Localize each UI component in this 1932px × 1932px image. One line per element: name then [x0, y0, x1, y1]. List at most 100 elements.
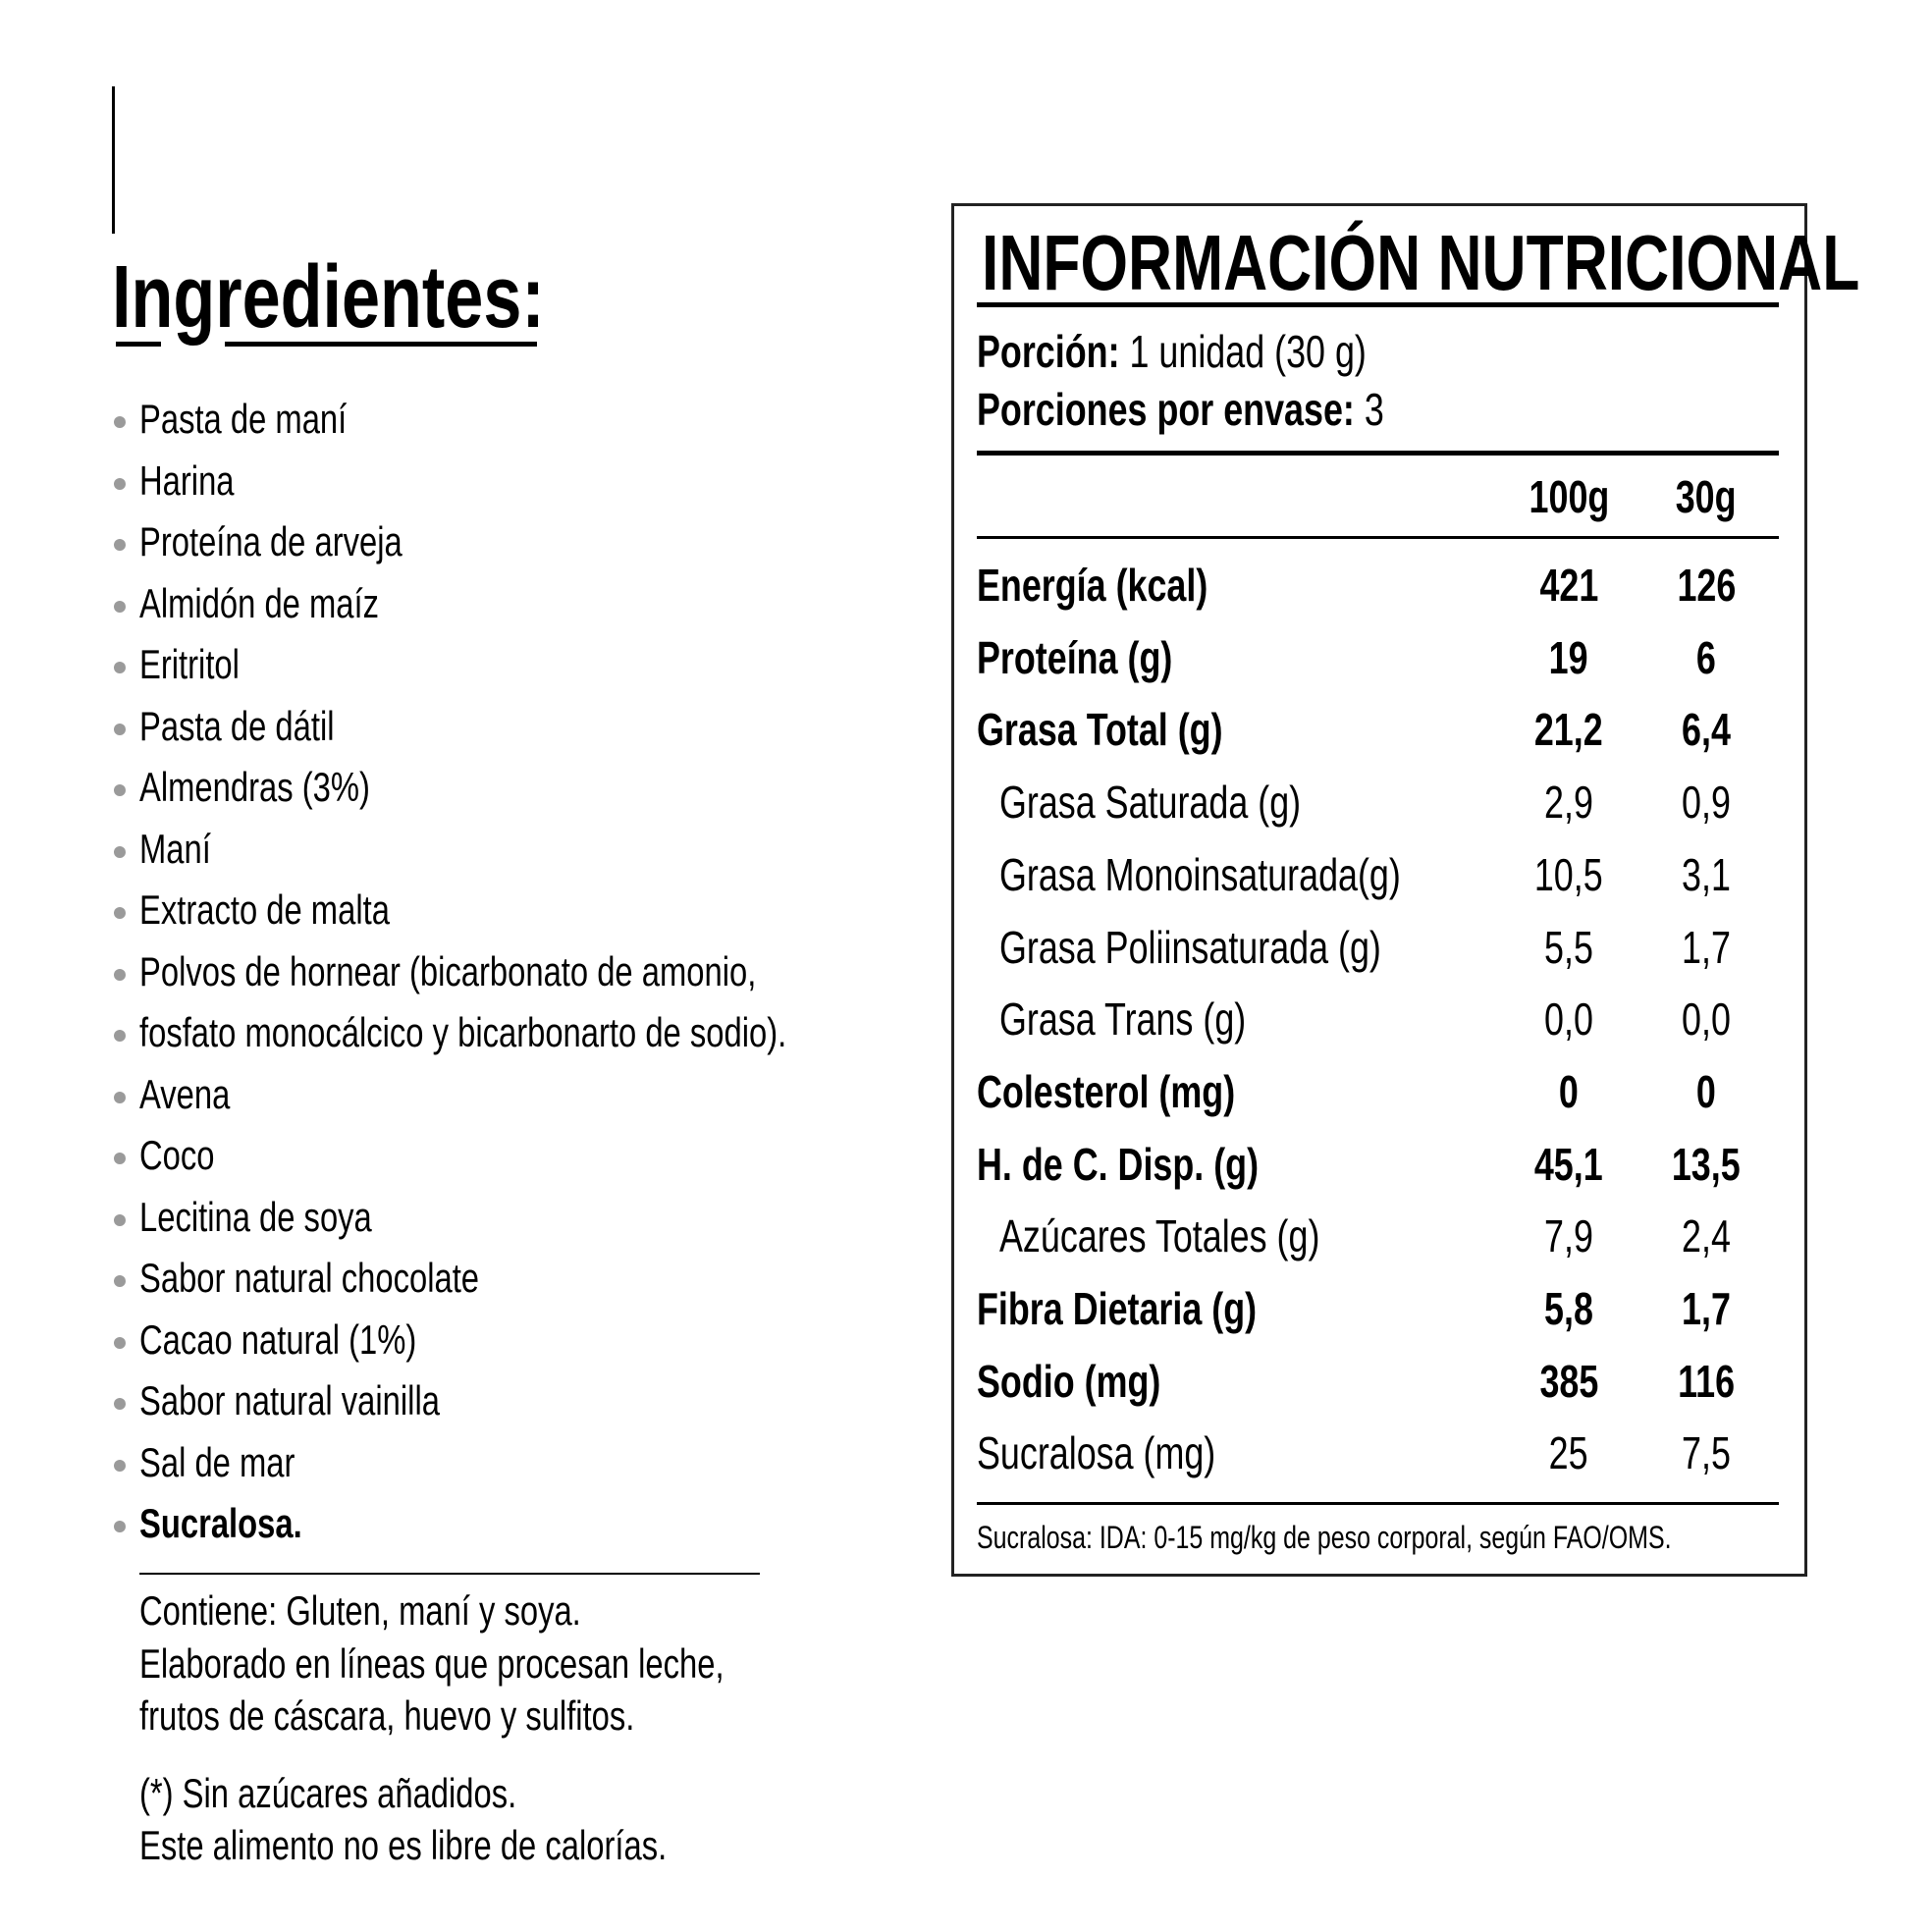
bullet-icon: [114, 1091, 126, 1103]
ingredient-text: Extracto de malta: [139, 886, 390, 933]
divider: [977, 1502, 1779, 1505]
portion-label: Porción:: [977, 326, 1120, 377]
divider: [977, 302, 1779, 307]
divider: [977, 451, 1779, 456]
bullet-icon: [114, 1336, 126, 1349]
portion: Porción: 1 unidad (30 g): [977, 329, 1476, 374]
ingredient-item: Harina: [139, 456, 261, 510]
bullet-icon: [114, 662, 126, 673]
note-text: Este alimento no es libre de calorías.: [139, 1822, 668, 1868]
nutrient-label: H. de C. Disp. (g): [977, 1138, 1260, 1190]
value-100g: 7,9: [1544, 1210, 1593, 1262]
ingredient-item: Maní: [139, 828, 231, 878]
ingredient-text: Almendras (3%): [139, 764, 370, 810]
note-line: frutos de cáscara, huevo y sulfitos.: [139, 1695, 775, 1737]
bullet-icon: [114, 600, 126, 613]
bullet-icon: [114, 539, 126, 551]
nutrition-facts-box: [951, 203, 1807, 1577]
ingredient-item: Pasta de dátil: [139, 705, 390, 755]
nutrition-row: Colesterol (mg) 0 0: [977, 1062, 1779, 1121]
ingredient-item: Extracto de malta: [139, 889, 460, 939]
nutrition-row: Grasa Monoinsaturada(g) 10,5 3,1: [977, 845, 1779, 904]
value-30g: 3,1: [1682, 848, 1731, 900]
title-underline: [116, 342, 161, 347]
value-30g: 0,0: [1682, 993, 1731, 1046]
note-text: (*) Sin azúcares añadidos.: [139, 1770, 517, 1816]
bullet-icon: [114, 1030, 126, 1042]
value-100g: 21,2: [1534, 704, 1603, 756]
nutrient-label: Energía (kcal): [977, 560, 1208, 611]
bullet-icon: [114, 784, 126, 796]
ingredient-text: Coco: [139, 1132, 215, 1178]
value-100g: 0,0: [1544, 993, 1593, 1046]
servings-label: Porciones por envase:: [977, 384, 1355, 435]
vertical-rule: [112, 86, 115, 234]
ingredient-text: Almidón de maíz: [139, 579, 379, 626]
column-100g: 100g: [1529, 471, 1609, 522]
ingredient-text: Sabor natural chocolate: [139, 1255, 480, 1301]
note-text: Elaborado en líneas que procesan leche,: [139, 1640, 724, 1687]
value-30g: 1,7: [1682, 1283, 1731, 1334]
nutrient-label: Azúcares Totales (g): [999, 1210, 1320, 1262]
value-100g: 5,8: [1544, 1283, 1593, 1334]
nutrient-label: Grasa Total (g): [977, 704, 1223, 756]
ingredient-item: Cacao natural (1%): [139, 1318, 495, 1368]
value-100g: 421: [1539, 560, 1598, 611]
nutrition-row: H. de C. Disp. (g) 45,1 13,5: [977, 1135, 1779, 1194]
ingredient-item: Proteína de arveja: [139, 521, 476, 570]
bullet-icon: [114, 1153, 126, 1164]
note-text: Contiene: Gluten, maní y soya.: [139, 1587, 581, 1634]
ingredient-text: Avena: [139, 1070, 231, 1117]
nutrition-row: Proteína (g) 19 6: [977, 628, 1779, 687]
value-30g: 7,5: [1682, 1427, 1731, 1479]
nutrition-row: Grasa Trans (g) 0,0 0,0: [977, 990, 1779, 1048]
ingredient-item: Almidón de maíz: [139, 579, 447, 632]
value-100g: 0: [1559, 1065, 1579, 1117]
ingredient-text: fosfato monocálcico y bicarbonarto de so…: [139, 1009, 787, 1055]
nutrition-row: Energía (kcal) 421 126: [977, 556, 1779, 615]
ingredient-item: Lecitina de soya: [139, 1196, 438, 1246]
ingredient-text: Eritritol: [139, 641, 240, 687]
servings: Porciones por envase: 3: [977, 387, 1499, 432]
value-100g: 385: [1539, 1355, 1598, 1407]
bullet-icon: [114, 968, 126, 981]
bullet-icon: [114, 1459, 126, 1472]
nutrition-title-text: INFORMACIÓN NUTRICIONAL: [982, 219, 1860, 306]
ingredient-item: Almendras (3%): [139, 767, 435, 816]
nutrition-title: INFORMACIÓN NUTRICIONAL: [982, 224, 1932, 302]
bullet-icon: [114, 1213, 126, 1226]
ingredient-item: Sabor natural vainilla: [139, 1380, 524, 1429]
ingredient-text: Sal de mar: [139, 1438, 295, 1485]
ingredient-item: Sucralosa.: [139, 1503, 348, 1552]
ingredient-item: Pasta de maní: [139, 399, 405, 448]
value-30g: 6: [1696, 631, 1716, 683]
value-100g: 2,9: [1544, 777, 1593, 829]
portion-value: 1 unidad (30 g): [1129, 326, 1367, 377]
value-30g: 0,9: [1682, 777, 1731, 829]
value-30g: 116: [1678, 1355, 1735, 1407]
value-30g: 13,5: [1672, 1138, 1741, 1190]
column-30g: 30g: [1676, 471, 1737, 522]
nutrition-row: Azúcares Totales (g) 7,9 2,4: [977, 1207, 1779, 1265]
column-headers: 100g 30g: [977, 467, 1779, 526]
servings-value: 3: [1364, 384, 1384, 435]
value-100g: 10,5: [1534, 848, 1603, 900]
nutrient-label: Grasa Trans (g): [999, 993, 1247, 1046]
divider: [139, 1573, 760, 1575]
nutrient-label: Colesterol (mg): [977, 1065, 1236, 1117]
ingredient-text: Sabor natural vainilla: [139, 1377, 440, 1423]
bullet-icon: [114, 1275, 126, 1287]
nutrition-row: Grasa Poliinsaturada (g) 5,5 1,7: [977, 918, 1779, 977]
nutrient-label: Fibra Dietaria (g): [977, 1283, 1258, 1334]
note-line: Este alimento no es libre de calorías.: [139, 1825, 816, 1866]
footnote-text: Sucralosa: IDA: 0-15 mg/kg de peso corpo…: [977, 1520, 1672, 1555]
nutrition-row: Fibra Dietaria (g) 5,8 1,7: [977, 1279, 1779, 1338]
nutrition-row: Sodio (mg) 385 116: [977, 1352, 1779, 1411]
ingredient-text: Proteína de arveja: [139, 518, 402, 564]
bullet-icon: [114, 1398, 126, 1410]
nutrient-label: Sodio (mg): [977, 1355, 1161, 1407]
note-line: Elaborado en líneas que procesan leche,: [139, 1643, 889, 1685]
bullet-icon: [114, 845, 126, 858]
ingredient-text: Harina: [139, 456, 235, 504]
footnote: Sucralosa: IDA: 0-15 mg/kg de peso corpo…: [977, 1522, 1867, 1553]
